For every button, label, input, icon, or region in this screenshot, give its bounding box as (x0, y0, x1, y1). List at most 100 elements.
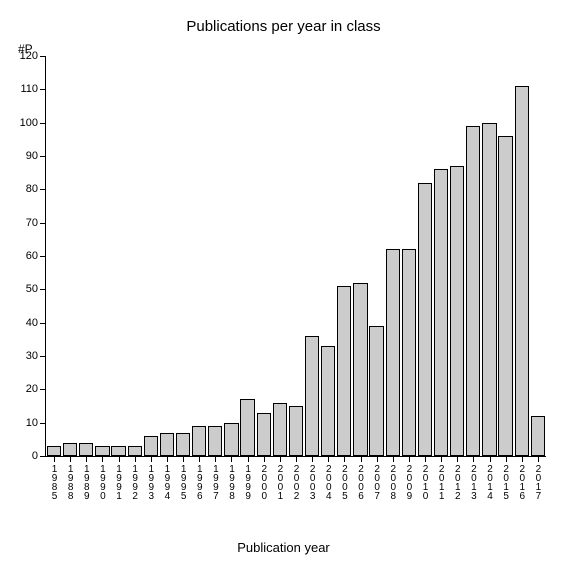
bar (47, 446, 61, 456)
bar (289, 406, 303, 456)
x-tick-label: 2010 (420, 464, 430, 500)
x-tick (473, 456, 474, 462)
x-tick (328, 456, 329, 462)
x-tick-label: 2001 (275, 464, 285, 500)
bar-slot (127, 56, 143, 456)
x-tick-label: 1998 (226, 464, 236, 500)
x-tick-label: 1991 (114, 464, 124, 500)
bar-slot (46, 56, 62, 456)
x-tick-label: 2004 (323, 464, 333, 500)
bar (192, 426, 206, 456)
bar (498, 136, 512, 456)
x-tick (102, 456, 103, 462)
y-tick-label: 100 (20, 117, 38, 129)
bar (144, 436, 158, 456)
bar (434, 169, 448, 456)
y-tick-label: 0 (32, 450, 38, 462)
y-tick (40, 189, 46, 190)
x-tick-label: 2015 (501, 464, 511, 500)
bar (224, 423, 238, 456)
x-tick (296, 456, 297, 462)
bar-slot (78, 56, 94, 456)
y-tick (40, 256, 46, 257)
bar (515, 86, 529, 456)
x-tick-label: 1996 (194, 464, 204, 500)
bar (273, 403, 287, 456)
bar (353, 283, 367, 456)
x-tick-label: 2008 (388, 464, 398, 500)
y-tick-label: 90 (26, 150, 38, 162)
bar (386, 249, 400, 456)
bar (402, 249, 416, 456)
bar (321, 346, 335, 456)
x-tick-label: 2012 (452, 464, 462, 500)
y-tick-label: 110 (20, 83, 38, 95)
bar-slot (352, 56, 368, 456)
bar-slot (111, 56, 127, 456)
bars-group (46, 56, 546, 456)
x-tick (215, 456, 216, 462)
x-tick-label: 2007 (372, 464, 382, 500)
bar (418, 183, 432, 456)
bar-slot (94, 56, 110, 456)
x-tick-label: 1989 (81, 464, 91, 500)
bar-slot (481, 56, 497, 456)
x-tick (393, 456, 394, 462)
x-tick-label: 1992 (130, 464, 140, 500)
bar-slot (498, 56, 514, 456)
bar-slot (320, 56, 336, 456)
x-tick (70, 456, 71, 462)
x-tick-label: 2014 (485, 464, 495, 500)
bar (305, 336, 319, 456)
x-tick (199, 456, 200, 462)
x-tick-label: 1994 (162, 464, 172, 500)
bar (369, 326, 383, 456)
bar-slot (175, 56, 191, 456)
bar (450, 166, 464, 456)
x-tick (425, 456, 426, 462)
x-tick-label: 2013 (468, 464, 478, 500)
bar-slot (256, 56, 272, 456)
chart-title: Publications per year in class (0, 18, 567, 35)
x-tick-label: 2017 (533, 464, 543, 500)
bar-slot (159, 56, 175, 456)
x-tick (490, 456, 491, 462)
x-tick (312, 456, 313, 462)
bar (79, 443, 93, 456)
bar-slot (530, 56, 546, 456)
y-tick-label: 120 (20, 50, 38, 62)
bar-slot (223, 56, 239, 456)
bar-slot (288, 56, 304, 456)
x-tick (183, 456, 184, 462)
bar (111, 446, 125, 456)
x-tick-label: 2000 (259, 464, 269, 500)
y-tick (40, 156, 46, 157)
x-tick-label: 1997 (210, 464, 220, 500)
y-tick (40, 223, 46, 224)
y-tick (40, 56, 46, 57)
x-tick (86, 456, 87, 462)
chart-container: Publications per year in class #P 010203… (0, 0, 567, 567)
bar-slot (385, 56, 401, 456)
x-tick (119, 456, 120, 462)
bar-slot (143, 56, 159, 456)
x-tick (54, 456, 55, 462)
bar-slot (304, 56, 320, 456)
bar-slot (191, 56, 207, 456)
y-tick (40, 289, 46, 290)
x-tick-label: 1990 (97, 464, 107, 500)
bar (208, 426, 222, 456)
y-tick (40, 123, 46, 124)
x-tick-label: 1999 (243, 464, 253, 500)
bar-slot (272, 56, 288, 456)
x-tick-label: 1985 (49, 464, 59, 500)
bar (531, 416, 545, 456)
x-tick (457, 456, 458, 462)
y-tick-label: 10 (26, 417, 38, 429)
bar (466, 126, 480, 456)
x-tick (167, 456, 168, 462)
x-tick-label: 2005 (339, 464, 349, 500)
bar-slot (336, 56, 352, 456)
x-tick (248, 456, 249, 462)
y-tick (40, 423, 46, 424)
